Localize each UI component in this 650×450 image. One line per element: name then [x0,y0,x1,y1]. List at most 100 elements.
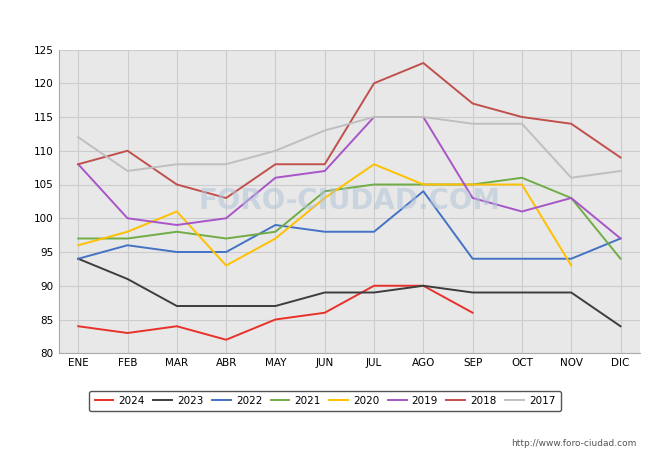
2018 [321,162,329,167]
2020 [321,195,329,201]
2022 [222,249,230,255]
Legend: 2024, 2023, 2022, 2021, 2020, 2019, 2018, 2017: 2024, 2023, 2022, 2021, 2020, 2019, 2018… [89,391,561,411]
2018 [173,182,181,187]
2017 [419,114,427,120]
2024 [173,324,181,329]
2018 [567,121,575,126]
2024 [370,283,378,288]
2017 [272,148,280,153]
2020 [567,263,575,268]
2022 [173,249,181,255]
2017 [518,121,526,126]
2018 [518,114,526,120]
2020 [173,209,181,214]
Text: FORO-CIUDAD.COM: FORO-CIUDAD.COM [198,187,500,216]
Line: 2019: 2019 [78,117,621,238]
2018 [370,81,378,86]
2019 [469,195,476,201]
2024 [321,310,329,315]
2021 [567,195,575,201]
2021 [173,229,181,234]
2017 [321,128,329,133]
2022 [321,229,329,234]
2024 [419,283,427,288]
2023 [617,324,625,329]
Line: 2024: 2024 [78,286,473,340]
2018 [124,148,131,153]
2019 [74,162,82,167]
2021 [222,236,230,241]
2017 [567,175,575,180]
2023 [419,283,427,288]
2017 [124,168,131,174]
2024 [74,324,82,329]
2021 [518,175,526,180]
2017 [469,121,476,126]
2017 [74,135,82,140]
2022 [617,236,625,241]
2017 [222,162,230,167]
2020 [124,229,131,234]
2018 [74,162,82,167]
2023 [124,276,131,282]
Text: http://www.foro-ciudad.com: http://www.foro-ciudad.com [512,439,637,448]
2019 [567,195,575,201]
2020 [518,182,526,187]
Line: 2020: 2020 [78,164,571,266]
2017 [617,168,625,174]
2017 [370,114,378,120]
2022 [567,256,575,261]
2023 [321,290,329,295]
2022 [419,189,427,194]
2021 [370,182,378,187]
2021 [469,182,476,187]
2022 [370,229,378,234]
2018 [222,195,230,201]
2020 [419,182,427,187]
2018 [272,162,280,167]
2024 [469,310,476,315]
2021 [419,182,427,187]
2021 [321,189,329,194]
2019 [419,114,427,120]
2022 [469,256,476,261]
2020 [74,243,82,248]
2021 [74,236,82,241]
2017 [173,162,181,167]
2023 [222,303,230,309]
2023 [370,290,378,295]
2019 [124,216,131,221]
Text: Afiliados en Luyego a 30/9/2024: Afiliados en Luyego a 30/9/2024 [185,14,465,33]
2022 [74,256,82,261]
2019 [222,216,230,221]
2023 [518,290,526,295]
2023 [74,256,82,261]
Line: 2023: 2023 [78,259,621,326]
2020 [469,182,476,187]
2024 [272,317,280,322]
2018 [617,155,625,160]
2024 [222,337,230,342]
2019 [617,236,625,241]
2022 [124,243,131,248]
2023 [173,303,181,309]
2019 [272,175,280,180]
Line: 2017: 2017 [78,117,621,178]
2019 [370,114,378,120]
2019 [518,209,526,214]
Line: 2021: 2021 [78,178,621,259]
2020 [272,236,280,241]
2023 [567,290,575,295]
2022 [518,256,526,261]
2018 [419,60,427,66]
2020 [370,162,378,167]
Line: 2018: 2018 [78,63,621,198]
2021 [272,229,280,234]
2018 [469,101,476,106]
2023 [469,290,476,295]
Line: 2022: 2022 [78,191,621,259]
2020 [222,263,230,268]
2019 [173,222,181,228]
2023 [272,303,280,309]
2021 [617,256,625,261]
